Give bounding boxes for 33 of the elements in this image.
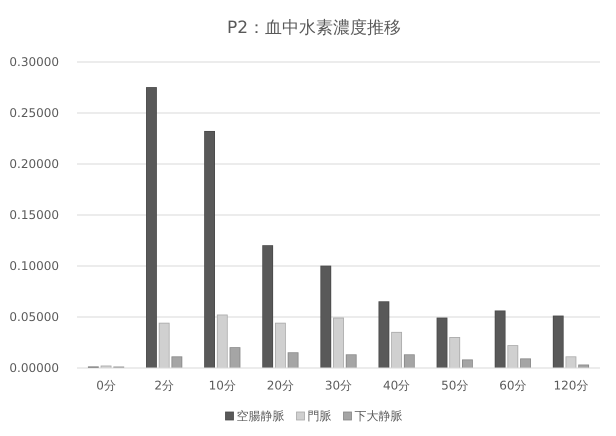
x-tick-label: 10分 [208,378,236,393]
x-tick-label: 50分 [441,378,468,393]
x-tick-label: 20分 [266,378,294,393]
bar [404,354,415,368]
bar [171,356,182,368]
bar [346,354,357,368]
bar [494,310,506,368]
y-tick-label: 0.15000 [9,208,59,222]
bar [146,87,157,368]
x-tick-label: 60分 [499,378,526,393]
legend-label: 下大静脈 [354,409,402,423]
x-tick-label: 120分 [553,378,588,393]
bar [436,318,448,368]
bar [262,245,274,368]
bar [230,347,240,368]
y-tick-label: 0.10000 [9,258,59,273]
y-tick-label: 0.00000 [9,360,59,375]
bar [204,130,215,368]
legend-label: 門脈 [308,409,332,423]
x-tick-label: 0分 [96,378,116,393]
legend-label: 空腸静脈 [236,409,284,423]
y-tick-label: 0.25000 [9,106,59,120]
x-tick-label: 40分 [382,378,410,393]
x-tick-label: 30分 [324,378,352,393]
bar [552,316,564,368]
bar [320,266,332,368]
chart-title: P2：血中水素濃度推移 [226,18,402,38]
x-tick-label: 2分 [154,378,174,393]
y-tick-label: 0.30000 [9,54,59,69]
bar [462,359,473,368]
bar [378,301,390,368]
y-tick-label: 0.20000 [9,156,59,171]
y-tick-label: 0.05000 [9,310,59,324]
